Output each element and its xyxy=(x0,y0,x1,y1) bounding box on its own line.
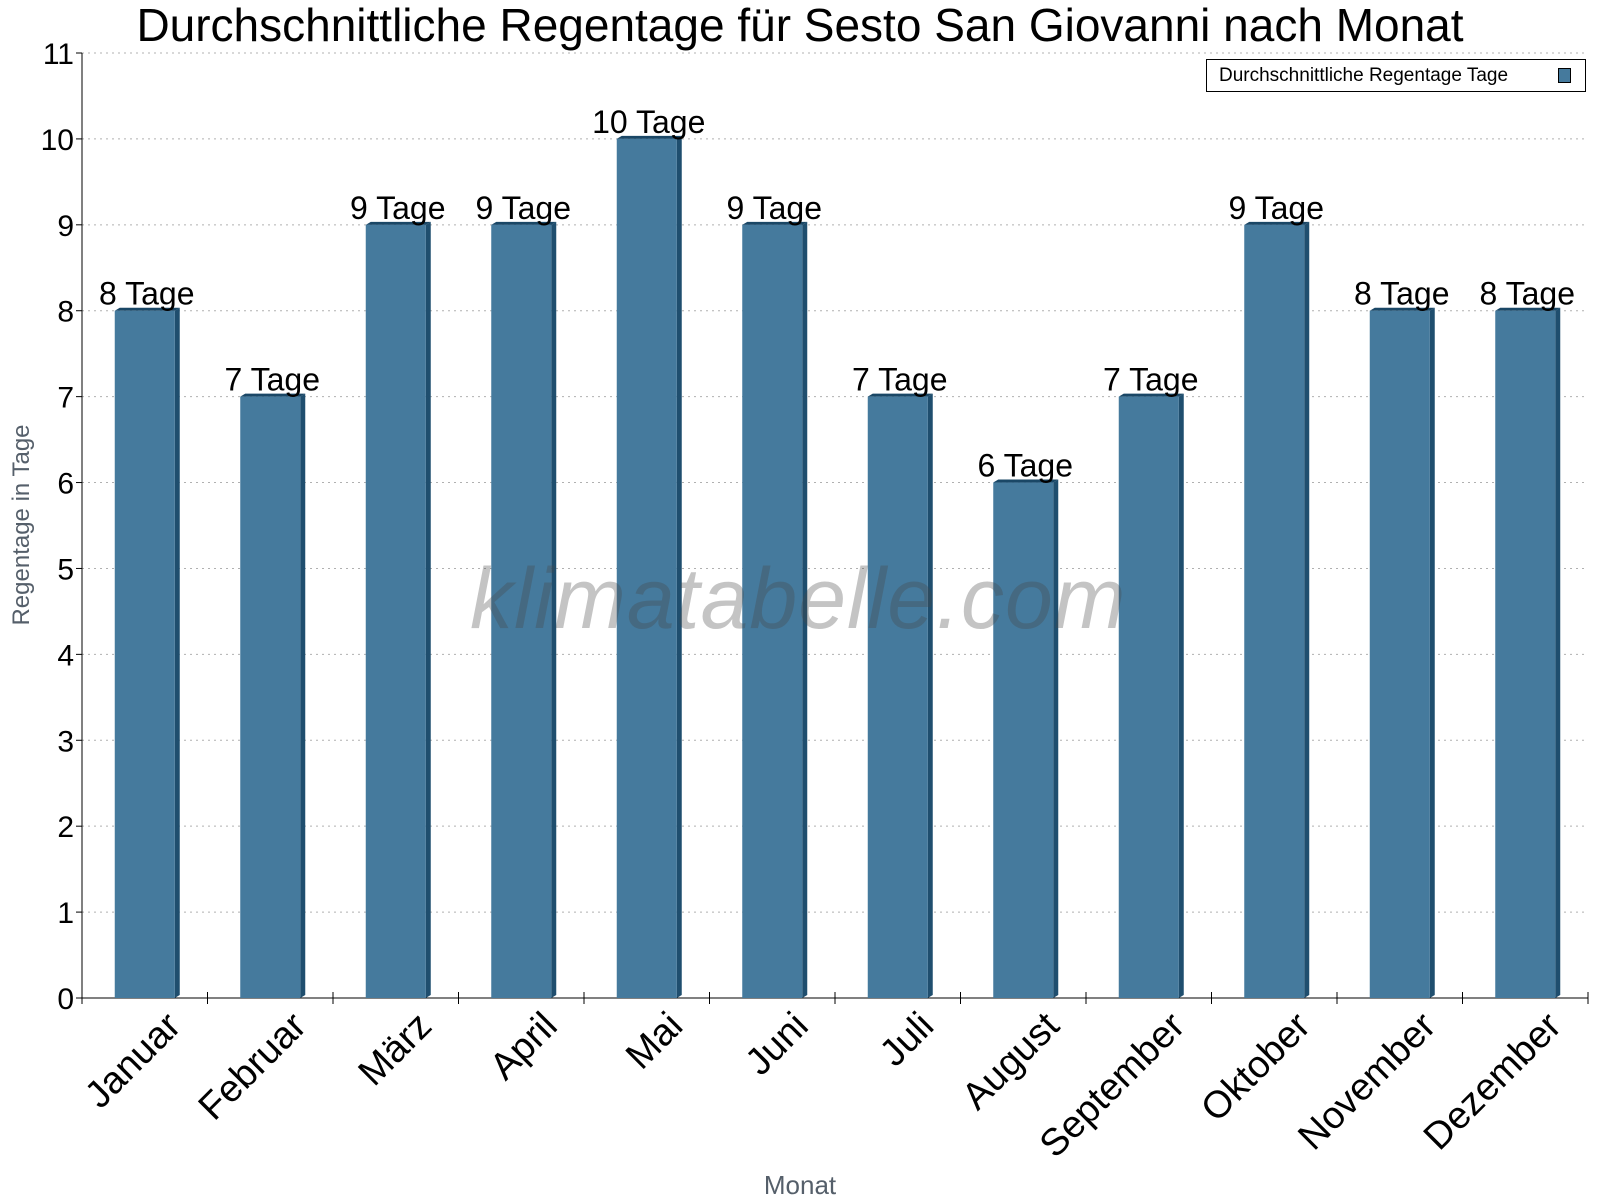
data-label: 9 Tage xyxy=(476,190,572,226)
legend-swatch xyxy=(1558,68,1571,83)
bar-top xyxy=(1369,307,1435,311)
y-tick-label: 4 xyxy=(57,639,74,672)
bar xyxy=(616,138,677,999)
data-label: 8 Tage xyxy=(1480,276,1576,312)
y-tick-label: 10 xyxy=(41,124,74,157)
y-tick-label: 11 xyxy=(43,38,74,71)
bar-top xyxy=(742,221,808,225)
bar-side xyxy=(927,393,933,998)
x-tick-label: August xyxy=(954,1004,1068,1118)
bar-side xyxy=(551,221,557,998)
data-label: 7 Tage xyxy=(225,362,321,398)
x-tick-label: Juli xyxy=(872,1005,942,1075)
bar-top xyxy=(114,307,180,311)
x-tick-label: April xyxy=(482,1005,565,1088)
bar xyxy=(993,482,1054,999)
bar-side xyxy=(1304,221,1310,998)
bar-side xyxy=(425,221,431,998)
bar xyxy=(491,224,552,998)
y-axis-title: Regentage in Tage xyxy=(8,424,35,626)
x-tick-label: Dezember xyxy=(1416,1004,1570,1158)
bar-side xyxy=(1178,393,1184,998)
bar xyxy=(867,396,928,998)
y-tick-label: 5 xyxy=(57,553,74,586)
legend: Durchschnittliche Regentage Tage xyxy=(1206,59,1586,92)
data-label: 8 Tage xyxy=(1354,276,1450,312)
bar-top xyxy=(867,393,933,397)
y-tick-label: 6 xyxy=(57,468,74,501)
bar xyxy=(1118,396,1179,998)
data-label: 7 Tage xyxy=(1103,362,1199,398)
x-tick-label: Oktober xyxy=(1193,1004,1319,1130)
bar xyxy=(114,310,175,998)
bar-side xyxy=(1053,479,1059,999)
x-tick-label: Januar xyxy=(77,1004,189,1116)
data-label: 9 Tage xyxy=(1229,190,1325,226)
watermark: klimatabelle.com xyxy=(470,551,1127,647)
bar-top xyxy=(993,479,1059,483)
data-label: 9 Tage xyxy=(727,190,823,226)
y-tick-label: 8 xyxy=(57,296,74,329)
bar xyxy=(742,224,803,998)
bar-top xyxy=(1495,307,1561,311)
bar xyxy=(1369,310,1430,998)
bar-top xyxy=(1118,393,1184,397)
bar-top xyxy=(616,135,682,139)
bar-side xyxy=(676,135,682,999)
x-tick-label: Februar xyxy=(191,1004,315,1128)
bar-side xyxy=(174,307,180,998)
bar-top xyxy=(365,221,431,225)
y-tick-label: 1 xyxy=(57,897,74,930)
bar xyxy=(365,224,426,998)
x-tick-label: März xyxy=(351,1005,440,1094)
bar-side xyxy=(1555,307,1561,998)
chart-title: Durchschnittliche Regentage für Sesto Sa… xyxy=(136,0,1464,51)
y-tick-label: 7 xyxy=(57,382,74,415)
bar xyxy=(1244,224,1305,998)
data-label: 6 Tage xyxy=(978,448,1074,484)
bar-top xyxy=(1244,221,1310,225)
data-label: 7 Tage xyxy=(852,362,948,398)
bar-top xyxy=(491,221,557,225)
data-label: 8 Tage xyxy=(99,276,195,312)
y-tick-label: 3 xyxy=(57,725,74,758)
x-tick-label: Mai xyxy=(618,1005,691,1078)
legend-label: Durchschnittliche Regentage Tage xyxy=(1219,65,1509,86)
bar-side xyxy=(802,221,808,998)
bar xyxy=(240,396,301,998)
x-axis-title: Monat xyxy=(763,1170,837,1200)
bar xyxy=(1495,310,1556,998)
bar-side xyxy=(300,393,306,998)
data-label: 9 Tage xyxy=(350,190,446,226)
bar-side xyxy=(1429,307,1435,998)
y-tick-label: 2 xyxy=(57,811,74,844)
x-tick-label: Juni xyxy=(738,1005,817,1084)
data-label: 10 Tage xyxy=(592,104,705,140)
y-tick-label: 0 xyxy=(57,983,74,1016)
bar-top xyxy=(240,393,306,397)
y-tick-label: 9 xyxy=(57,210,74,243)
